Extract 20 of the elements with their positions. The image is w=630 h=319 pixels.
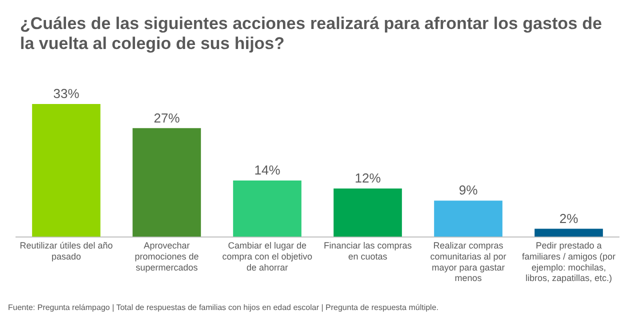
x-tick-label: Pedir prestado a familiares / amigos (por ejemplo: mochilas, libros, zapatillas, etc.) xyxy=(522,240,616,284)
x-tick-label: Realizar compras comunitarias al por mayor para gastar menos xyxy=(430,240,506,284)
chart-title: ¿Cuáles de las siguientes acciones realizará para afrontar los gastos de la vuelta al colegio de sus hijos? xyxy=(20,14,604,54)
source-note: Fuente: Pregunta relámpago | Total de respuestas de familias con hijos en edad escolar | Pregunta de respuesta múltiple. xyxy=(8,303,438,312)
data-label: 14% xyxy=(254,162,281,178)
bar xyxy=(434,200,502,237)
bar xyxy=(132,128,201,237)
bar xyxy=(534,228,603,237)
data-label: 2% xyxy=(559,210,579,226)
data-label: 9% xyxy=(458,182,478,198)
x-tick-label: Cambiar el lugar de compra con el objetivo de ahorrar xyxy=(222,240,312,272)
x-tick-label: Financiar las compras en cuotas xyxy=(324,240,412,262)
bar xyxy=(233,180,302,237)
x-tick-label: Aprovechar promociones de supermercados xyxy=(134,240,199,272)
data-label: 33% xyxy=(53,86,80,102)
x-tick-label: Reutilizar útiles del año pasado xyxy=(20,240,113,262)
bar xyxy=(334,188,402,237)
data-label: 12% xyxy=(354,170,382,186)
bar xyxy=(32,104,100,237)
data-label: 27% xyxy=(154,110,180,126)
